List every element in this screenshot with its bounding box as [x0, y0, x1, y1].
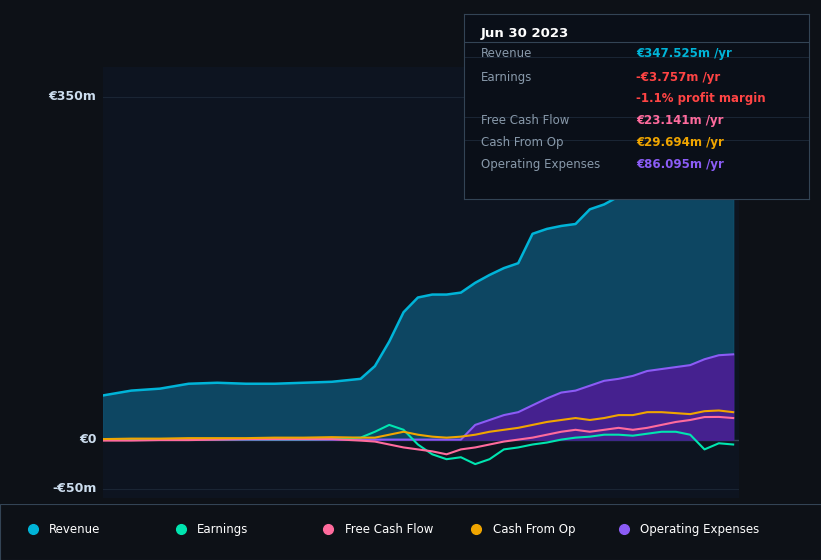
- Text: Cash From Op: Cash From Op: [493, 522, 575, 536]
- Text: -€50m: -€50m: [52, 482, 96, 495]
- Text: €0: €0: [79, 433, 96, 446]
- Text: Free Cash Flow: Free Cash Flow: [481, 114, 570, 127]
- Text: €23.141m /yr: €23.141m /yr: [636, 114, 724, 127]
- Text: €86.095m /yr: €86.095m /yr: [636, 158, 724, 171]
- Text: Operating Expenses: Operating Expenses: [481, 158, 600, 171]
- Text: Cash From Op: Cash From Op: [481, 136, 563, 149]
- Text: €350m: €350m: [48, 90, 96, 103]
- Text: Revenue: Revenue: [49, 522, 101, 536]
- Text: €29.694m /yr: €29.694m /yr: [636, 136, 724, 149]
- Text: Revenue: Revenue: [481, 47, 533, 60]
- Text: -1.1% profit margin: -1.1% profit margin: [636, 92, 766, 105]
- Text: Earnings: Earnings: [481, 71, 533, 85]
- Text: €347.525m /yr: €347.525m /yr: [636, 47, 732, 60]
- Text: Operating Expenses: Operating Expenses: [640, 522, 759, 536]
- Text: -€3.757m /yr: -€3.757m /yr: [636, 71, 721, 85]
- Text: Earnings: Earnings: [197, 522, 249, 536]
- Text: Jun 30 2023: Jun 30 2023: [481, 27, 569, 40]
- Text: Free Cash Flow: Free Cash Flow: [345, 522, 433, 536]
